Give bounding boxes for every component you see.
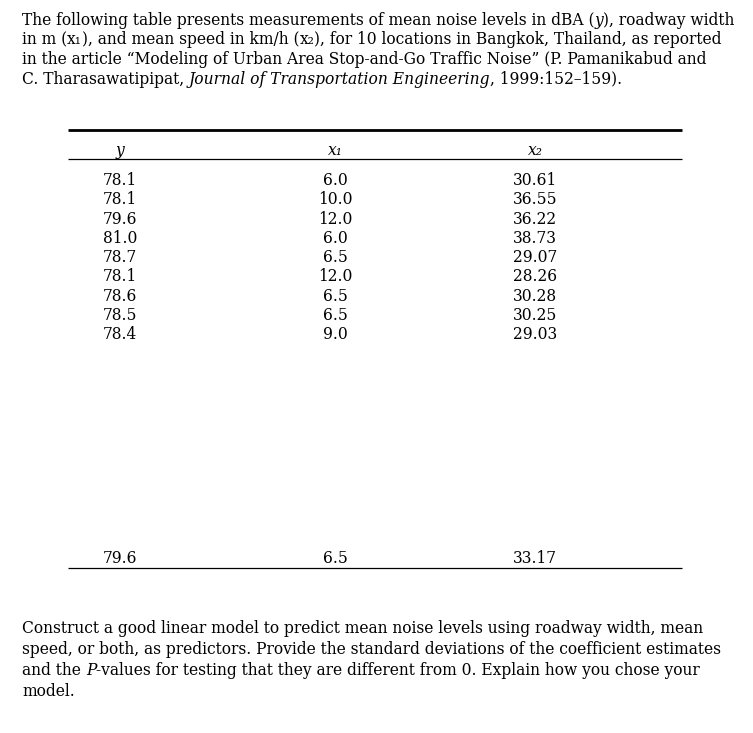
Text: 78.7: 78.7 <box>103 249 137 266</box>
Text: speed, or both, as predictors. Provide the standard deviations of the coefficien: speed, or both, as predictors. Provide t… <box>22 641 721 658</box>
Text: 78.1: 78.1 <box>103 191 137 208</box>
Text: The following table presents measurements of mean noise levels in dBA (: The following table presents measurement… <box>22 12 595 29</box>
Text: 30.25: 30.25 <box>513 307 557 324</box>
Text: 30.28: 30.28 <box>513 288 557 305</box>
Text: 6.5: 6.5 <box>322 550 347 567</box>
Text: 12.0: 12.0 <box>318 268 352 285</box>
Text: Journal of Transportation Engineering: Journal of Transportation Engineering <box>189 70 490 87</box>
Text: C. Tharasawatipipat,: C. Tharasawatipipat, <box>22 70 189 87</box>
Text: 12.0: 12.0 <box>318 210 352 228</box>
Text: ), and mean speed in km/h (: ), and mean speed in km/h ( <box>82 32 300 48</box>
Text: 9.0: 9.0 <box>322 326 347 343</box>
Text: 30.61: 30.61 <box>513 172 557 189</box>
Text: and the: and the <box>22 662 86 679</box>
Text: 6.0: 6.0 <box>322 230 347 247</box>
Text: 78.1: 78.1 <box>103 268 137 285</box>
Text: 38.73: 38.73 <box>513 230 557 247</box>
Text: in m (: in m ( <box>22 32 67 48</box>
Text: 78.5: 78.5 <box>102 307 137 324</box>
Text: 6.5: 6.5 <box>322 249 347 266</box>
Text: 29.07: 29.07 <box>513 249 557 266</box>
Text: 29.03: 29.03 <box>513 326 557 343</box>
Text: 6.0: 6.0 <box>322 172 347 189</box>
Text: in the article “Modeling of Urban Area Stop-and-Go Traffic Noise” (P. Pamanikabu: in the article “Modeling of Urban Area S… <box>22 51 706 68</box>
Text: x₁: x₁ <box>328 142 343 159</box>
Text: model.: model. <box>22 683 75 700</box>
Text: 6.5: 6.5 <box>322 307 347 324</box>
Text: 78.6: 78.6 <box>103 288 137 305</box>
Text: 36.22: 36.22 <box>513 210 557 228</box>
Text: -values for testing that they are different from 0. Explain how you chose your: -values for testing that they are differ… <box>96 662 700 679</box>
Text: 79.6: 79.6 <box>102 550 137 567</box>
Text: y: y <box>116 142 124 159</box>
Text: x₂: x₂ <box>300 32 314 48</box>
Text: 81.0: 81.0 <box>103 230 137 247</box>
Text: ), for 10 locations in Bangkok, Thailand, as reported: ), for 10 locations in Bangkok, Thailand… <box>314 32 722 48</box>
Text: x₁: x₁ <box>67 32 82 48</box>
Text: 36.55: 36.55 <box>513 191 557 208</box>
Text: 10.0: 10.0 <box>318 191 352 208</box>
Text: 78.4: 78.4 <box>103 326 137 343</box>
Text: 28.26: 28.26 <box>513 268 557 285</box>
Text: x₂: x₂ <box>528 142 542 159</box>
Text: Construct a good linear model to predict mean noise levels using roadway width, : Construct a good linear model to predict… <box>22 620 703 637</box>
Text: , 1999:152–159).: , 1999:152–159). <box>490 70 623 87</box>
Text: 78.1: 78.1 <box>103 172 137 189</box>
Text: y: y <box>595 12 603 29</box>
Text: 79.6: 79.6 <box>102 210 137 228</box>
Text: 33.17: 33.17 <box>513 550 557 567</box>
Text: 6.5: 6.5 <box>322 288 347 305</box>
Text: P: P <box>86 662 96 679</box>
Text: ), roadway width: ), roadway width <box>603 12 735 29</box>
